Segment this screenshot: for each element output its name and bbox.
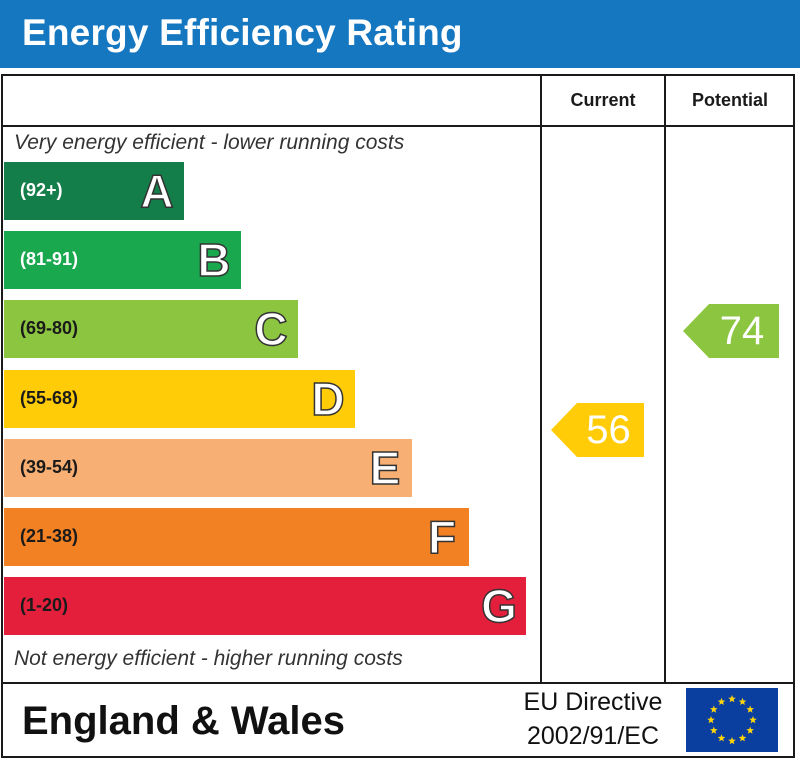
column-divider-potential — [664, 74, 666, 684]
rating-table-frame — [1, 74, 795, 758]
eu-flag-star — [717, 697, 726, 706]
page-title: Energy Efficiency Rating — [22, 12, 463, 53]
eu-flag-star — [749, 716, 757, 724]
band-range-label: (39-54) — [20, 457, 79, 477]
header-bar: Energy Efficiency Rating — [0, 0, 800, 68]
potential-rating-arrow-value: 74 — [719, 309, 765, 353]
band-a: (92+) A — [4, 162, 184, 220]
header-row-divider — [1, 125, 795, 127]
eu-flag-star — [707, 716, 715, 724]
eu-flag-icon — [686, 688, 778, 752]
column-divider-current — [540, 74, 542, 684]
band-range-label: (55-68) — [20, 388, 79, 408]
eu-flag-star — [710, 726, 718, 734]
band-f: (21-38) F — [4, 508, 469, 566]
region-label: England & Wales — [22, 699, 346, 743]
bottom-caption: Not energy efficient - higher running co… — [14, 647, 403, 670]
potential-rating-arrow-shape — [683, 304, 779, 358]
top-caption: Very energy efficient - lower running co… — [14, 131, 405, 154]
band-range-label: (81-91) — [20, 249, 79, 269]
directive-line-2: 2002/91/EC — [526, 722, 660, 750]
band-d: (55-68) D — [4, 370, 355, 428]
eu-flag-star — [746, 705, 754, 713]
eu-flag-star — [738, 697, 747, 706]
band-b: (81-91) B — [4, 231, 241, 289]
eu-flag-star — [710, 705, 718, 713]
band-letter: E — [369, 441, 401, 495]
band-range-label: (69-80) — [20, 318, 79, 338]
band-range-label: (21-38) — [20, 526, 79, 546]
band-e: (39-54) E — [4, 439, 412, 497]
current-rating-arrow-shape — [551, 403, 644, 457]
band-g: (1-20) G — [4, 577, 526, 635]
current-column-header: Current — [570, 90, 636, 110]
footer-row-divider — [1, 682, 795, 684]
band-letter: B — [197, 233, 232, 287]
eu-flag-star — [728, 695, 736, 703]
band-letter: A — [140, 164, 175, 218]
eu-flag-star — [728, 737, 736, 745]
band-letter: F — [427, 510, 457, 564]
band-letter: D — [311, 372, 346, 426]
directive-line-1: EU Directive — [523, 688, 663, 716]
band-range-label: (92+) — [20, 180, 63, 200]
band-range-label: (1-20) — [20, 595, 69, 615]
current-rating-arrow: 56 — [551, 403, 644, 457]
eu-flag-star — [738, 734, 747, 742]
potential-rating-arrow: 74 — [683, 304, 779, 358]
band-letter: G — [480, 579, 517, 633]
eu-flag-star — [746, 726, 754, 734]
potential-column-header: Potential — [691, 90, 768, 110]
band-letter: C — [254, 302, 289, 356]
eu-flag-star — [717, 734, 726, 742]
current-rating-arrow-value: 56 — [586, 408, 631, 452]
band-c: (69-80) C — [4, 300, 298, 358]
